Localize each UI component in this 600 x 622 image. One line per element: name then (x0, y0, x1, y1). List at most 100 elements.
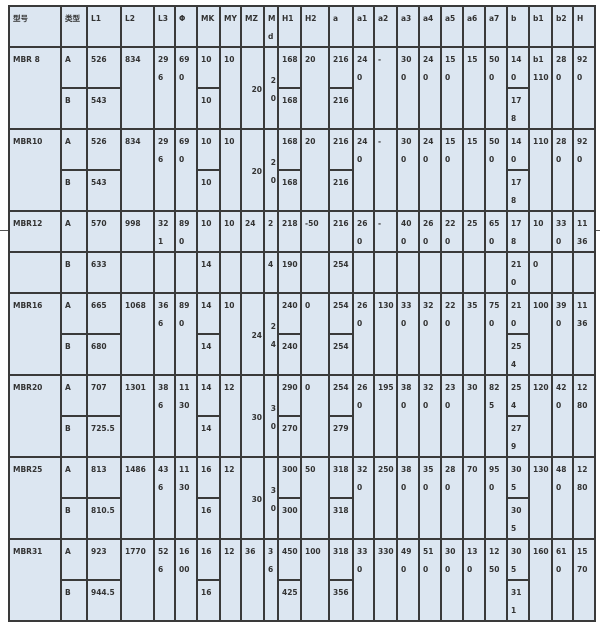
cell-h1: 425 (277, 579, 302, 622)
header-l1: L1 (86, 5, 122, 48)
cell-a5: 220 (440, 210, 464, 253)
cell-a: 216 (328, 46, 354, 89)
header-b2: b2 (551, 5, 574, 48)
table-row: MBR25 A 813 1486 436 1130 16 12 30 30 300 50 318 320 2… (8, 456, 596, 540)
cell-mk: 10 (196, 87, 221, 130)
cell-md: 30 (263, 456, 279, 540)
header-a2: a2 (373, 5, 398, 48)
cell-mk: 16 (196, 579, 221, 622)
cell-l3: 296 (153, 46, 176, 130)
cell-b: 178 (506, 169, 530, 212)
cell-mk: 10 (196, 210, 221, 253)
cell-a7: 500 (484, 128, 508, 212)
cell-l2: 1486 (120, 456, 155, 540)
cell-type: A (60, 292, 88, 335)
cell-a5: 280 (440, 456, 464, 540)
cell-l1: 680 (86, 333, 122, 376)
cell-mz: 36 (240, 538, 265, 622)
cell-l1: 725.5 (86, 415, 122, 458)
cell-a4: 510 (418, 538, 442, 622)
cell-l2: 1068 (120, 292, 155, 376)
cell-a1: 240 (352, 128, 375, 212)
cell-b: 305 (506, 538, 530, 581)
cell-h: 920 (572, 46, 596, 130)
cell-l3: 366 (153, 292, 176, 376)
cell-h2: 100 (300, 538, 330, 622)
cell-l1: 707 (86, 374, 122, 417)
cell-a5: 300 (440, 538, 464, 622)
cell-h (572, 251, 596, 294)
cell-a2: 130 (373, 292, 398, 376)
table-row: MBR10 A 526 834 296 690 10 10 20 20 168 20 216 240-30… (8, 128, 596, 212)
cell-h: 1280 (572, 456, 596, 540)
table-row: MBR31 A 923 1770 526 1600 16 12 36 36 450 100 318 330… (8, 538, 596, 622)
cell-md: 20 (263, 46, 279, 130)
cell-h1: 218 (277, 210, 302, 253)
cell-a4: 260 (418, 210, 442, 253)
cell-h: 920 (572, 128, 596, 212)
cell-l3: 436 (153, 456, 176, 540)
cell-mk: 16 (196, 497, 221, 540)
cell-l1: 810.5 (86, 497, 122, 540)
cell-a5: 220 (440, 292, 464, 376)
cell-a: 254 (328, 374, 354, 417)
cell-h1: 240 (277, 292, 302, 335)
cell-a: 318 (328, 538, 354, 581)
cell-md: 24 (263, 292, 279, 376)
cell-md: 30 (263, 374, 279, 458)
cell-phi (174, 251, 198, 294)
cell-a: 216 (328, 169, 354, 212)
cell-phi: 690 (174, 128, 198, 212)
cell-h1: 190 (277, 251, 302, 294)
header-h: H (572, 5, 596, 48)
cell-mz: 24 (240, 210, 265, 253)
cell-b1: b1 110 (528, 46, 553, 130)
cell-h2 (300, 251, 330, 294)
cell-type: B (60, 333, 88, 376)
header-a7: a7 (484, 5, 508, 48)
cell-h1: 168 (277, 87, 302, 130)
cell-a6 (462, 251, 486, 294)
cell-mz: 30 (240, 374, 265, 458)
cell-a1: 320 (352, 456, 375, 540)
cell-a1 (352, 251, 375, 294)
cell-l1: 813 (86, 456, 122, 499)
cell-a7: 825 (484, 374, 508, 458)
cell-b: 305 (506, 497, 530, 540)
cell-mk: 14 (196, 251, 221, 294)
cell-l3: 296 (153, 128, 176, 212)
cell-mk: 16 (196, 456, 221, 499)
cell-b: 178 (506, 87, 530, 130)
cell-a4: 350 (418, 456, 442, 540)
cell-b: 279 (506, 415, 530, 458)
cell-a5 (440, 251, 464, 294)
cell-h1: 168 (277, 46, 302, 89)
cell-l1: 526 (86, 128, 122, 171)
cell-type: B (60, 579, 88, 622)
cell-l2: 834 (120, 46, 155, 130)
cell-a3: 330 (396, 292, 420, 376)
cell-l1: 944.5 (86, 579, 122, 622)
cell-b2: 610 (551, 538, 574, 622)
cell-h1: 300 (277, 456, 302, 499)
cell-phi: 890 (174, 210, 198, 253)
cell-h: 1136 (572, 210, 596, 253)
cell-h2: 50 (300, 456, 330, 540)
cell-b2: 420 (551, 374, 574, 458)
header-h2: H2 (300, 5, 330, 48)
table-row: B 633 14 4 190 254 210 0 (8, 251, 596, 294)
cell-type: A (60, 456, 88, 499)
cell-b: 311 (506, 579, 530, 622)
cell-md: 20 (263, 128, 279, 212)
cell-b: 210 (506, 292, 530, 335)
cell-a7: 750 (484, 292, 508, 376)
cell-a4 (418, 251, 442, 294)
cell-l1: 923 (86, 538, 122, 581)
cell-a: 318 (328, 497, 354, 540)
cell-a6: 130 (462, 538, 486, 622)
cell-a1: 260 (352, 374, 375, 458)
cell-h2: 20 (300, 128, 330, 212)
header-a1: a1 (352, 5, 375, 48)
cell-type: A (60, 374, 88, 417)
cell-a1: 260 (352, 292, 375, 376)
